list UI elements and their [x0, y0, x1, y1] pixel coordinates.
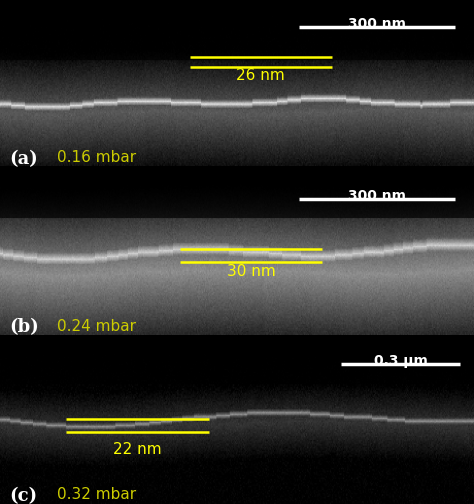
Text: (a): (a): [9, 150, 38, 168]
Text: 300 nm: 300 nm: [348, 189, 406, 203]
Text: 0.24 mbar: 0.24 mbar: [57, 319, 136, 334]
Text: (b): (b): [9, 319, 39, 337]
Text: 0.16 mbar: 0.16 mbar: [57, 150, 136, 165]
Text: 30 nm: 30 nm: [227, 264, 275, 279]
Text: 0.3 μm: 0.3 μm: [374, 354, 428, 368]
Text: 26 nm: 26 nm: [237, 68, 285, 83]
Text: 22 nm: 22 nm: [113, 443, 162, 458]
Text: (c): (c): [9, 487, 37, 504]
Text: 300 nm: 300 nm: [348, 17, 406, 31]
Text: 0.32 mbar: 0.32 mbar: [57, 487, 136, 502]
